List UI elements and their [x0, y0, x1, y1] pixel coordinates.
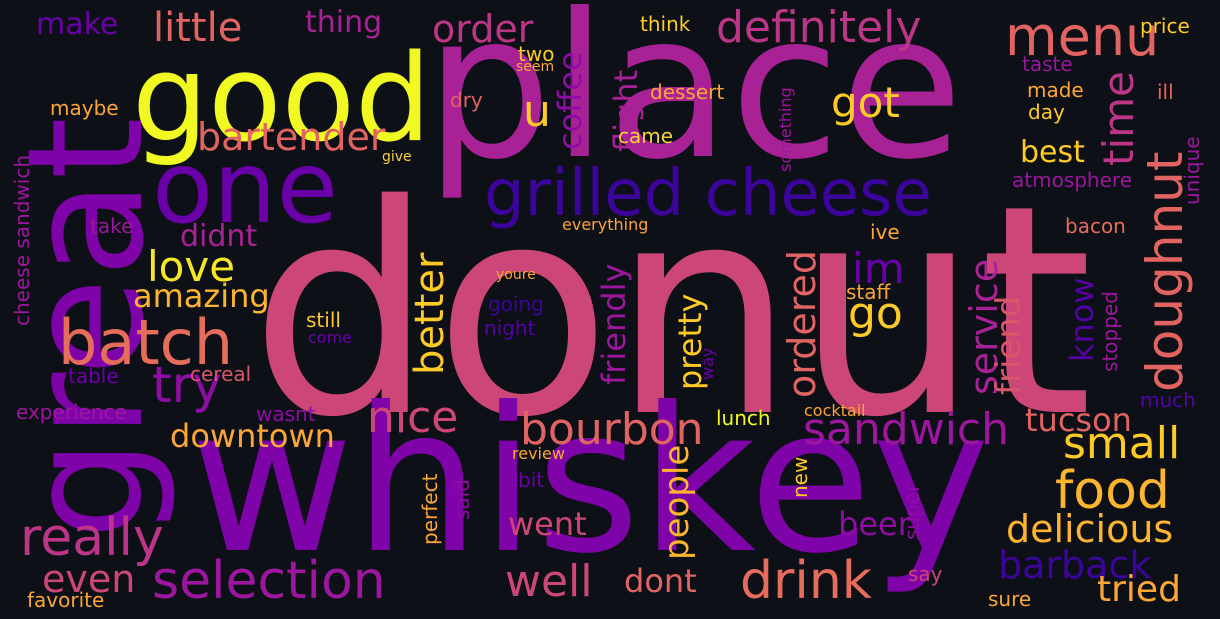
- word-ive: ive: [870, 220, 900, 244]
- word-bourbon: bourbon: [520, 404, 704, 455]
- word-beer: beer: [838, 505, 911, 543]
- word-cereal: cereal: [190, 362, 252, 386]
- word-staff: staff: [846, 280, 891, 304]
- word-u: u: [523, 86, 551, 137]
- word-people: people: [657, 444, 697, 560]
- word-something: something: [776, 87, 795, 172]
- word-take: take: [90, 214, 134, 238]
- word-try: try: [152, 356, 222, 414]
- word-going: going: [488, 292, 544, 316]
- word-friend: friend: [989, 295, 1029, 395]
- word-unique: unique: [1180, 136, 1204, 205]
- word-favorite: favorite: [27, 588, 105, 612]
- word-tried: tried: [1097, 569, 1181, 610]
- word-said: said: [450, 479, 474, 520]
- word-really: really: [20, 508, 164, 568]
- word-experience: experience: [16, 400, 127, 424]
- word-super: super: [900, 483, 924, 540]
- word-tucson: tucson: [1025, 401, 1132, 439]
- word-well: well: [505, 556, 593, 607]
- word-menu: menu: [1005, 5, 1160, 68]
- word-delicious: delicious: [1006, 507, 1174, 551]
- word-bacon: bacon: [1065, 214, 1126, 238]
- word-good: good: [132, 30, 432, 169]
- word-thing: thing: [305, 5, 383, 40]
- word-day: day: [1028, 100, 1065, 124]
- word-best: best: [1020, 135, 1085, 170]
- word-give: give: [382, 149, 412, 165]
- word-got: got: [831, 78, 900, 127]
- word-dont: dont: [624, 562, 697, 600]
- word-everything: everything: [562, 215, 649, 234]
- word-way: way: [698, 347, 717, 380]
- word-maybe: maybe: [50, 96, 119, 120]
- word-one: one: [152, 129, 339, 246]
- word-ill: ill: [1157, 80, 1174, 104]
- word-order: order: [432, 7, 534, 51]
- word-two: two: [518, 42, 555, 66]
- word-love: love: [147, 242, 236, 291]
- word-seem: seem: [516, 59, 555, 75]
- word-even: even: [42, 557, 136, 601]
- word-made: made: [1027, 78, 1084, 102]
- word-batch: batch: [58, 306, 234, 379]
- word-cheese-sandwich: cheese sandwich: [10, 155, 34, 326]
- word-wasnt: wasnt: [256, 402, 316, 426]
- word-drink: drink: [740, 551, 872, 611]
- word-much: much: [1140, 388, 1196, 412]
- word-bit: bit: [518, 468, 545, 492]
- word-didnt: didnt: [180, 219, 258, 254]
- word-whiskey: whiskey: [190, 365, 991, 598]
- word-barback: barback: [998, 543, 1152, 587]
- word-dry: dry: [450, 88, 483, 112]
- word-im: im: [852, 244, 905, 293]
- word-taste: taste: [1022, 52, 1073, 76]
- word-place: place: [425, 0, 964, 204]
- word-say: say: [908, 562, 943, 586]
- word-nice: nice: [367, 392, 459, 443]
- word-still: still: [306, 308, 341, 332]
- word-bartender: bartender: [197, 115, 386, 159]
- word-new: new: [788, 456, 812, 498]
- word-sandwich: sandwich: [803, 404, 1009, 455]
- word-make: make: [36, 7, 119, 42]
- word-donut: donut: [250, 144, 1093, 481]
- word-perfect: perfect: [418, 473, 442, 545]
- word-amazing: amazing: [133, 277, 270, 315]
- word-know: know: [1063, 277, 1101, 362]
- word-price: price: [1140, 14, 1190, 38]
- word-youre: youre: [496, 267, 536, 283]
- word-little: little: [153, 5, 243, 51]
- word-review: review: [512, 444, 565, 463]
- word-think: think: [640, 12, 691, 36]
- word-definitely: definitely: [716, 2, 922, 53]
- word-food: food: [1055, 461, 1170, 521]
- word-dessert: dessert: [650, 80, 725, 104]
- word-stopped: stopped: [1098, 291, 1122, 372]
- word-coffee: coffee: [551, 51, 589, 150]
- word-cocktail: cocktail: [804, 401, 866, 420]
- word-lunch: lunch: [716, 406, 771, 430]
- word-small: small: [1063, 418, 1181, 469]
- word-time: time: [1094, 71, 1143, 166]
- word-atmosphere: atmosphere: [1012, 168, 1132, 192]
- word-selection: selection: [152, 551, 386, 611]
- word-better: better: [407, 252, 453, 375]
- word-go: go: [848, 288, 903, 339]
- word-went: went: [508, 505, 587, 543]
- word-sure: sure: [988, 587, 1032, 611]
- word-grilled-cheese: grilled cheese: [484, 157, 932, 231]
- word-table: table: [68, 364, 119, 388]
- word-night: night: [484, 316, 536, 340]
- word-downtown: downtown: [170, 417, 335, 455]
- word-friendly: friendly: [595, 263, 633, 385]
- word-come: come: [308, 328, 353, 347]
- word-ordered: ordered: [780, 250, 824, 398]
- word-came: came: [618, 124, 674, 148]
